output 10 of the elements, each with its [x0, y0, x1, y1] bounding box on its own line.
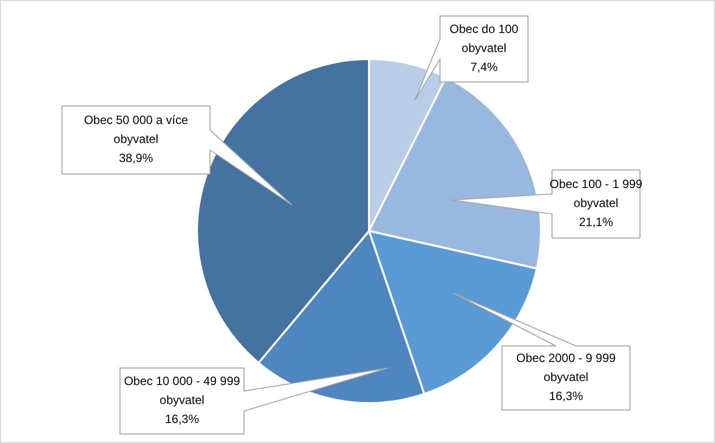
data-label: 7,4%	[470, 60, 498, 74]
slice-label: Obec 10 000 - 49 999 obyvatel	[124, 374, 240, 408]
data-label: 21,1%	[578, 215, 614, 230]
slice-label: Obec 2000 - 9 999 obyvatel	[516, 351, 616, 384]
slice-label: Obec 50 000 a více obyvatel	[84, 113, 188, 146]
data-label: 38,9%	[118, 151, 154, 166]
data-label: 16,3%	[548, 389, 584, 404]
data-label: 16,3%	[164, 412, 200, 426]
slice-label: Obec 100 - 1 999 obyvatel	[550, 177, 643, 210]
slice-label: Obec do 100 obyvatel	[450, 22, 519, 56]
